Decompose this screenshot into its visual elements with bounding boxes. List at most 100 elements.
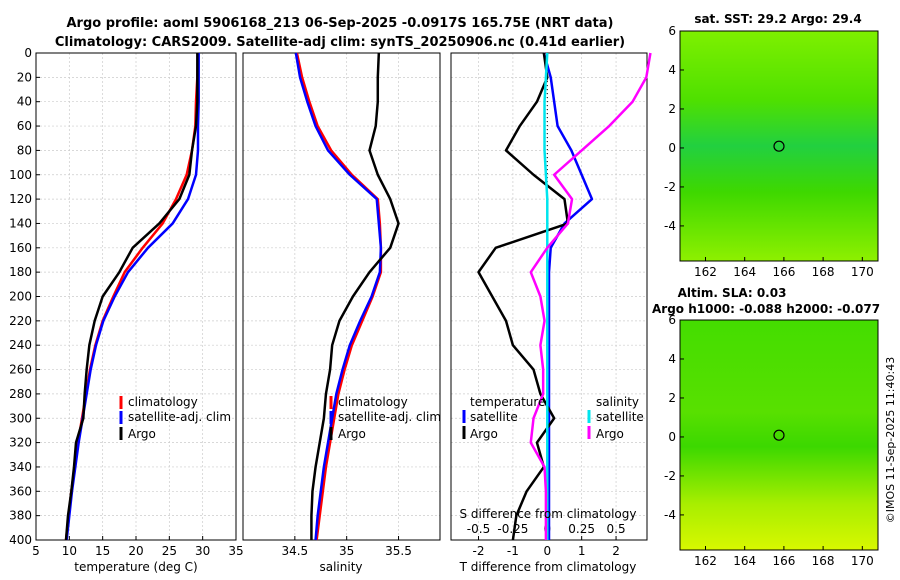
x-tick-label: -2 <box>473 544 485 558</box>
series-line-temperature-satellite <box>542 52 594 540</box>
temperature-xlabel: temperature (deg C) <box>74 560 197 574</box>
x-tick-label: 35 <box>228 544 243 558</box>
y-tick-label: -4 <box>664 219 676 233</box>
argo-location-marker <box>773 429 785 441</box>
x-tick-label: 15 <box>95 544 110 558</box>
sla-map-title: Altim. SLA: 0.03 <box>678 286 787 300</box>
secondary-x-tick-label: -0.25 <box>497 522 528 536</box>
y-tick-label: 0 <box>24 46 32 60</box>
y-tick-label: 2 <box>668 102 676 116</box>
legend-temp-argo-label: Argo <box>470 427 498 441</box>
x-tick-label: 166 <box>772 265 795 279</box>
x-tick-label: 20 <box>128 544 143 558</box>
legend-satellite-label: satellite-adj. clim <box>338 410 441 424</box>
map-frame <box>679 319 879 551</box>
secondary-x-tick-label: 0.5 <box>607 522 626 536</box>
x-tick-label: 166 <box>772 554 795 568</box>
y-tick-label: 280 <box>9 387 32 401</box>
legend-title-salinity: salinity <box>596 395 639 409</box>
sst-map: 162 164 166 168 170 6 4 2 0 -2 -4 <box>664 24 879 279</box>
legend-title-temperature: temperature <box>470 395 545 409</box>
x-tick-label: 168 <box>812 265 835 279</box>
series-line-temperature-argo <box>477 52 570 541</box>
series-line-salinity-satellite <box>543 52 549 540</box>
x-tick-label: 164 <box>733 265 756 279</box>
sst-map-title: sat. SST: 29.2 Argo: 29.4 <box>694 12 861 26</box>
legend-climatology-label: climatology <box>338 395 408 409</box>
temperature-panel: 5 10 15 20 25 30 35 0 20 40 60 80 100 120 140 160 180 200… <box>9 46 244 558</box>
figure-title-line2: Climatology: CARS2009. Satellite-adj cli… <box>55 35 625 50</box>
y-tick-label: 340 <box>9 460 32 474</box>
x-tick-label: 10 <box>62 544 77 558</box>
y-tick-label: 200 <box>9 290 32 304</box>
difference-xlabel: T difference from climatology <box>459 560 637 574</box>
y-tick-label: 160 <box>9 241 32 255</box>
y-tick-label: 6 <box>668 24 676 38</box>
secondary-axis-label: S difference from climatology <box>460 507 637 521</box>
legend-sal-argo-label: Argo <box>596 427 624 441</box>
x-tick-label: 35 <box>339 544 354 558</box>
y-tick-label: 4 <box>668 63 676 77</box>
x-tick-label: 162 <box>694 554 717 568</box>
y-tick-label: 300 <box>9 411 32 425</box>
secondary-x-tick-label: -0.5 <box>467 522 490 536</box>
figure-title-line1: Argo profile: aoml 5906168_213 06-Sep-20… <box>67 16 614 31</box>
map-frame <box>679 30 879 262</box>
sla-map-subtitle: Argo h1000: -0.088 h2000: -0.077 <box>652 302 880 316</box>
series-line-argo <box>64 53 199 541</box>
legend-satellite-label: satellite-adj. clim <box>128 410 231 424</box>
y-tick-label: 400 <box>9 533 32 547</box>
x-tick-label: 162 <box>694 265 717 279</box>
y-tick-label: 180 <box>9 265 32 279</box>
x-tick-label: 170 <box>851 265 874 279</box>
y-tick-label: 100 <box>9 168 32 182</box>
x-tick-label: 35.5 <box>385 544 412 558</box>
y-tick-label: 2 <box>668 391 676 405</box>
x-tick-label: 30 <box>195 544 210 558</box>
y-tick-label: 0 <box>668 141 676 155</box>
legend-argo-label: Argo <box>128 427 156 441</box>
y-tick-label: 60 <box>17 119 32 133</box>
legend-argo-label: Argo <box>338 427 366 441</box>
y-tick-label: 80 <box>17 143 32 157</box>
y-tick-label: -4 <box>664 508 676 522</box>
copyright-text: ©IMOS 11-Sep-2025 11:40:43 <box>884 357 897 523</box>
legend-temp-satellite-label: satellite <box>470 410 518 424</box>
series-line-argo <box>310 52 400 540</box>
legend-sal-satellite-label: satellite <box>596 410 644 424</box>
salinity-xlabel: salinity <box>319 560 362 574</box>
argo-location-marker <box>773 140 785 152</box>
salinity-legend: climatology satellite-adj. clim Argo <box>329 395 441 441</box>
y-tick-label: 240 <box>9 338 32 352</box>
x-tick-label: -1 <box>507 544 519 558</box>
y-tick-label: 360 <box>9 484 32 498</box>
series-line-satellite-adj-clim <box>65 53 200 541</box>
y-tick-label: 4 <box>668 352 676 366</box>
legend-climatology-label: climatology <box>128 395 198 409</box>
temperature-legend: climatology satellite-adj. clim Argo <box>119 395 231 441</box>
y-tick-label: -2 <box>664 469 676 483</box>
plot-frame <box>242 52 441 541</box>
x-tick-label: 1 <box>578 544 586 558</box>
series-line-salinity-argo <box>529 52 652 540</box>
y-tick-label: 20 <box>17 70 32 84</box>
x-tick-label: 170 <box>851 554 874 568</box>
difference-legend: temperature satellite Argo salinity sate… <box>462 395 644 441</box>
x-tick-label: 168 <box>812 554 835 568</box>
y-tick-label: 260 <box>9 363 32 377</box>
y-tick-label: 120 <box>9 192 32 206</box>
x-tick-label: 0 <box>543 544 551 558</box>
y-tick-label: 380 <box>9 509 32 523</box>
y-tick-label: -2 <box>664 180 676 194</box>
y-tick-label: 140 <box>9 216 32 230</box>
series-line-satellite-adj-clim <box>294 52 383 541</box>
map-field <box>680 31 878 261</box>
x-tick-label: 34.5 <box>281 544 308 558</box>
x-tick-label: 25 <box>162 544 177 558</box>
x-tick-label: 5 <box>32 544 40 558</box>
y-tick-label: 320 <box>9 436 32 450</box>
x-tick-label: 2 <box>612 544 620 558</box>
x-tick-label: 164 <box>733 554 756 568</box>
